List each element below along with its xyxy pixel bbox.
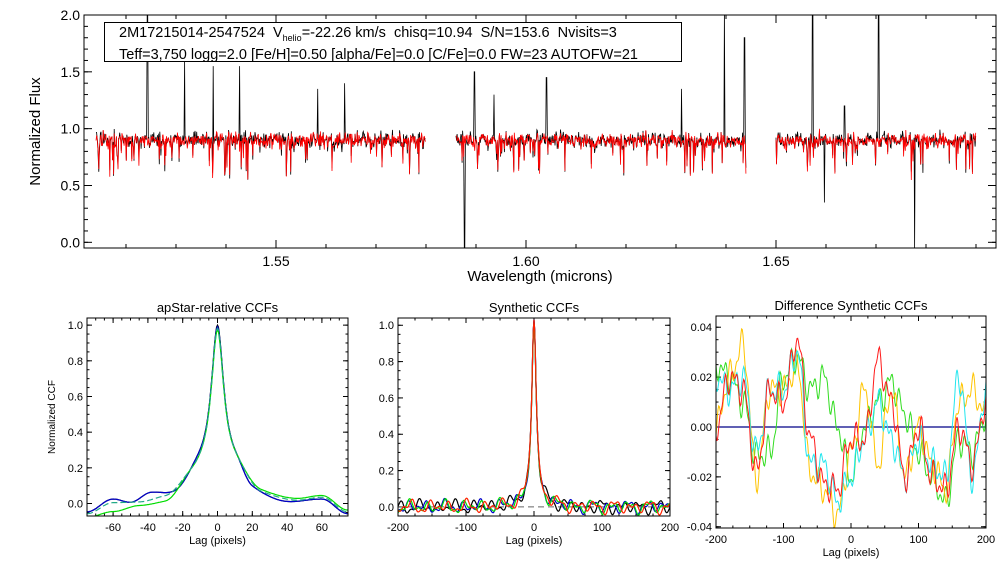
chart-title: Synthetic CCFs: [489, 300, 580, 315]
y-axis-label: Normalized Flux: [27, 77, 44, 186]
y-tick-label: 0.5: [61, 178, 81, 194]
y-tick-label: 1.0: [379, 320, 394, 332]
y-tick-label: 0.04: [691, 322, 712, 334]
x-axis-label: Lag (pixels): [506, 535, 563, 547]
snr: S/N=153.6: [480, 25, 550, 41]
x-tick-label: 0: [214, 522, 220, 534]
y-tick-label: 0.6: [379, 393, 394, 405]
spectrum: [95, 15, 977, 248]
info-line-2: Teff=3,750 logg=2.0 [Fe/H]=0.50 [alpha/F…: [119, 46, 638, 63]
plot-frame: [397, 317, 671, 517]
chart-title: Difference Synthetic CCFs: [775, 298, 928, 313]
x-tick-label: 1.55: [262, 253, 289, 269]
y-tick-label: 0.2: [68, 463, 83, 475]
y-axis-label: Normalized CCF: [47, 380, 58, 454]
y-tick-label: 1.0: [61, 121, 81, 137]
x-tick-label: 0: [531, 522, 537, 534]
chart-2-axes: -200 -100 0 100 200 0.0 0.2 0.4 0.6 0.8 1.0 Lag (pi…: [379, 300, 679, 547]
x-tick-label: 200: [977, 534, 995, 546]
star-id: 2M17215014-2547524: [119, 25, 265, 41]
y-tick-label: 0.0: [61, 234, 81, 250]
y-tick-label: 0.2: [379, 466, 394, 478]
chisq: chisq=10.94: [393, 25, 473, 41]
x-tick-label: -200: [705, 534, 727, 546]
x-tick-label: 60: [316, 522, 328, 534]
vhelio-value: =-22.26 km/s: [301, 25, 386, 41]
x-tick-label: 100: [593, 522, 611, 534]
ccf-series-visit-1: [398, 319, 670, 516]
x-axis-label: Lag (pixels): [189, 535, 246, 547]
chart-0-axes: 1.55 1.60 1.65 0.0 0.5 1.0 1.5 2.0 Wavelength (m…: [27, 7, 996, 285]
vhelio-sub: helio: [282, 32, 302, 43]
x-axis-label: Wavelength (microns): [467, 268, 612, 285]
ccf-lines: [87, 323, 348, 516]
chart-3-axes: -200 -100 0 100 200 -0.04 -0.02 0.00 0.02 0.04 Lag…: [687, 298, 995, 559]
y-tick-label: 0.0: [68, 498, 83, 510]
x-tick-label: -20: [175, 522, 191, 534]
ccf-lines: [398, 319, 670, 516]
x-tick-label: 1.65: [762, 253, 789, 269]
x-tick-label: -100: [455, 522, 477, 534]
x-tick-label: -200: [387, 522, 409, 534]
y-tick-label: 0.4: [379, 429, 394, 441]
plot-frame: [715, 315, 987, 529]
ccf-series-combined: [87, 326, 348, 515]
info-line-1: 2M17215014-2547524 Vhelio=-22.26 km/s ch…: [119, 25, 681, 47]
nvisits: Nvisits=3: [557, 25, 617, 41]
vhelio-label: V: [273, 25, 283, 41]
x-tick-label: -60: [105, 522, 121, 534]
diff-ccf-lines: [716, 327, 986, 528]
ccf-series-visit-3: [92, 328, 348, 516]
y-tick-label: 0.8: [379, 357, 394, 369]
diff-series-green: [716, 347, 986, 508]
diff-series-yellow: [716, 327, 986, 528]
y-tick-label: 0.4: [68, 427, 83, 439]
diff-series-red: [716, 337, 986, 504]
x-tick-label: 100: [909, 534, 927, 546]
y-tick-label: 0.6: [68, 391, 83, 403]
model-spectrum-chip-2: [455, 129, 747, 176]
y-tick-label: 0.0: [379, 502, 394, 514]
y-tick-label: 0.8: [68, 356, 83, 368]
y-tick-label: 0.02: [691, 372, 712, 384]
ccf-series-visit-2: [87, 325, 348, 515]
observed-spectrum-chip-3: [775, 15, 977, 248]
y-tick-label: 2.0: [61, 7, 81, 23]
ccf-series-visit-2: [398, 319, 670, 516]
plot-frame: [86, 317, 349, 517]
ccf-series-visit-3: [398, 323, 670, 516]
y-tick-label: 0.00: [691, 422, 712, 434]
y-tick-label: -0.02: [687, 472, 712, 484]
x-axis-label: Lag (pixels): [823, 547, 880, 559]
model-spectrum-chip-1: [95, 129, 426, 180]
x-tick-label: 1.60: [512, 253, 539, 269]
x-tick-label: 40: [281, 522, 293, 534]
x-tick-label: 200: [661, 522, 679, 534]
chart-title: apStar-relative CCFs: [157, 300, 279, 315]
x-tick-label: 20: [246, 522, 258, 534]
y-tick-label: -0.04: [687, 522, 712, 534]
chart-1-axes: -60 -40 -20 0 20 40 60 0.0 0.2 0.4 0.6 0.8 1.0 Lag (p…: [47, 300, 349, 547]
diff-series-cyan: [716, 349, 986, 513]
model-spectrum-chip-3: [775, 128, 977, 181]
star-info-box: 2M17215014-2547524 Vhelio=-22.26 km/s ch…: [104, 22, 682, 63]
x-tick-label: 0: [848, 534, 854, 546]
y-tick-label: 1.5: [61, 64, 81, 80]
observed-spectrum-chip-2: [455, 15, 747, 248]
x-tick-label: -100: [772, 534, 794, 546]
plot-frame: [83, 14, 997, 249]
y-tick-label: 1.0: [68, 320, 83, 332]
x-tick-label: -40: [140, 522, 156, 534]
ccf-series-visit-4: [398, 319, 670, 516]
ccf-series-visit-1: [87, 323, 348, 515]
